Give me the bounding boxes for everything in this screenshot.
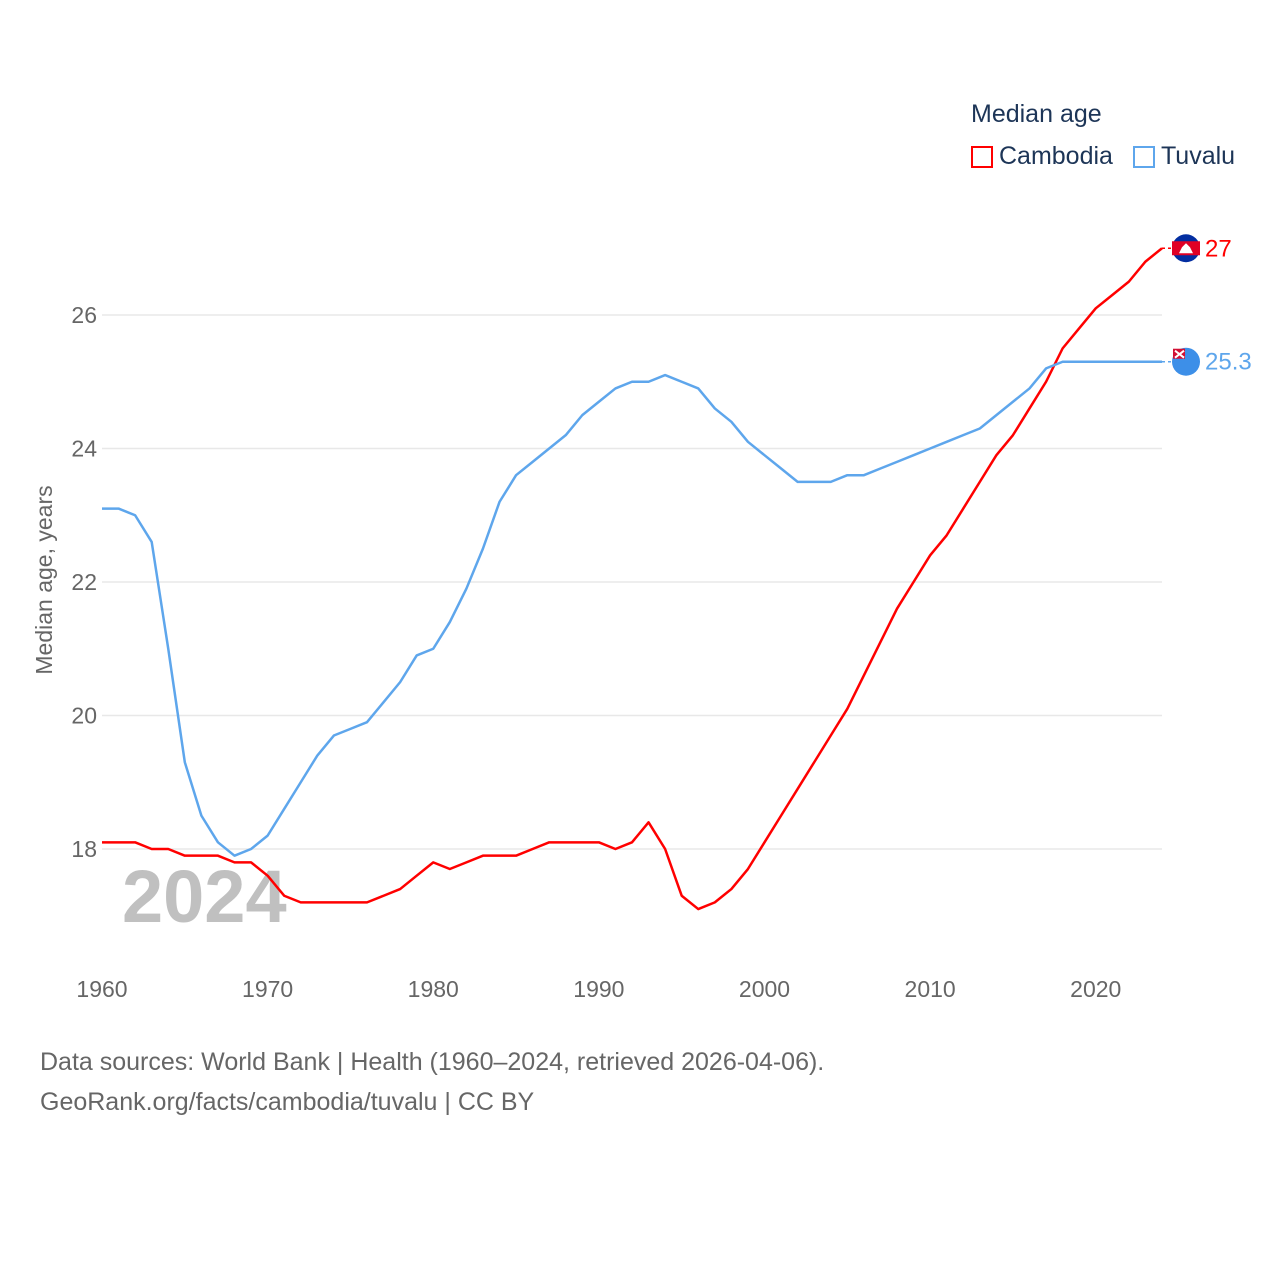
x-tick-label: 1960 [76,976,127,1002]
source-link[interactable]: GeoRank.org/facts/cambodia/tuvalu | CC B… [40,1088,535,1116]
series-line-cambodia [102,247,1163,911]
cambodia-flag-icon [1172,234,1200,263]
x-tick-label: 2020 [1070,976,1121,1002]
x-axis-ticks: 1960 1970 1980 1990 2000 2010 2020 [76,976,1121,1002]
legend-item-cambodia[interactable]: Cambodia [971,142,1113,171]
y-tick-label: 22 [71,569,97,595]
x-tick-label: 1980 [408,976,459,1002]
y-tick-label: 24 [71,436,97,462]
legend-label: Cambodia [999,142,1113,170]
y-axis-ticks: 18 20 22 24 26 [71,302,97,862]
series-line-tuvalu [102,360,1162,857]
tuvalu-flag-icon [1172,347,1200,376]
legend-swatch [971,145,993,168]
legend-swatch [1132,145,1155,168]
legend-title: Median age [971,100,1102,128]
footer: Data sources: World Bank | Health (1960–… [40,1042,824,1122]
legend-item-tuvalu[interactable]: Tuvalu [1132,142,1236,171]
legend-label: Tuvalu [1160,142,1236,170]
year-watermark: 2024 [122,855,287,938]
y-tick-label: 26 [71,302,97,328]
grid-lines [102,314,1162,850]
y-axis-label: Median age, years [31,485,57,674]
end-value-label: 27 [1205,235,1232,262]
legend: Cambodia Tuvalu [971,142,1235,171]
series-lines: 27 25.3 [102,234,1252,911]
x-tick-label: 2000 [739,976,790,1002]
end-value-label: 25.3 [1205,349,1252,376]
x-tick-label: 2010 [905,976,956,1002]
x-tick-label: 1990 [573,976,624,1002]
y-tick-label: 18 [71,836,97,862]
data-source: Data sources: World Bank | Health (1960–… [40,1048,825,1076]
x-tick-label: 1970 [242,976,293,1002]
y-tick-label: 20 [71,703,97,729]
